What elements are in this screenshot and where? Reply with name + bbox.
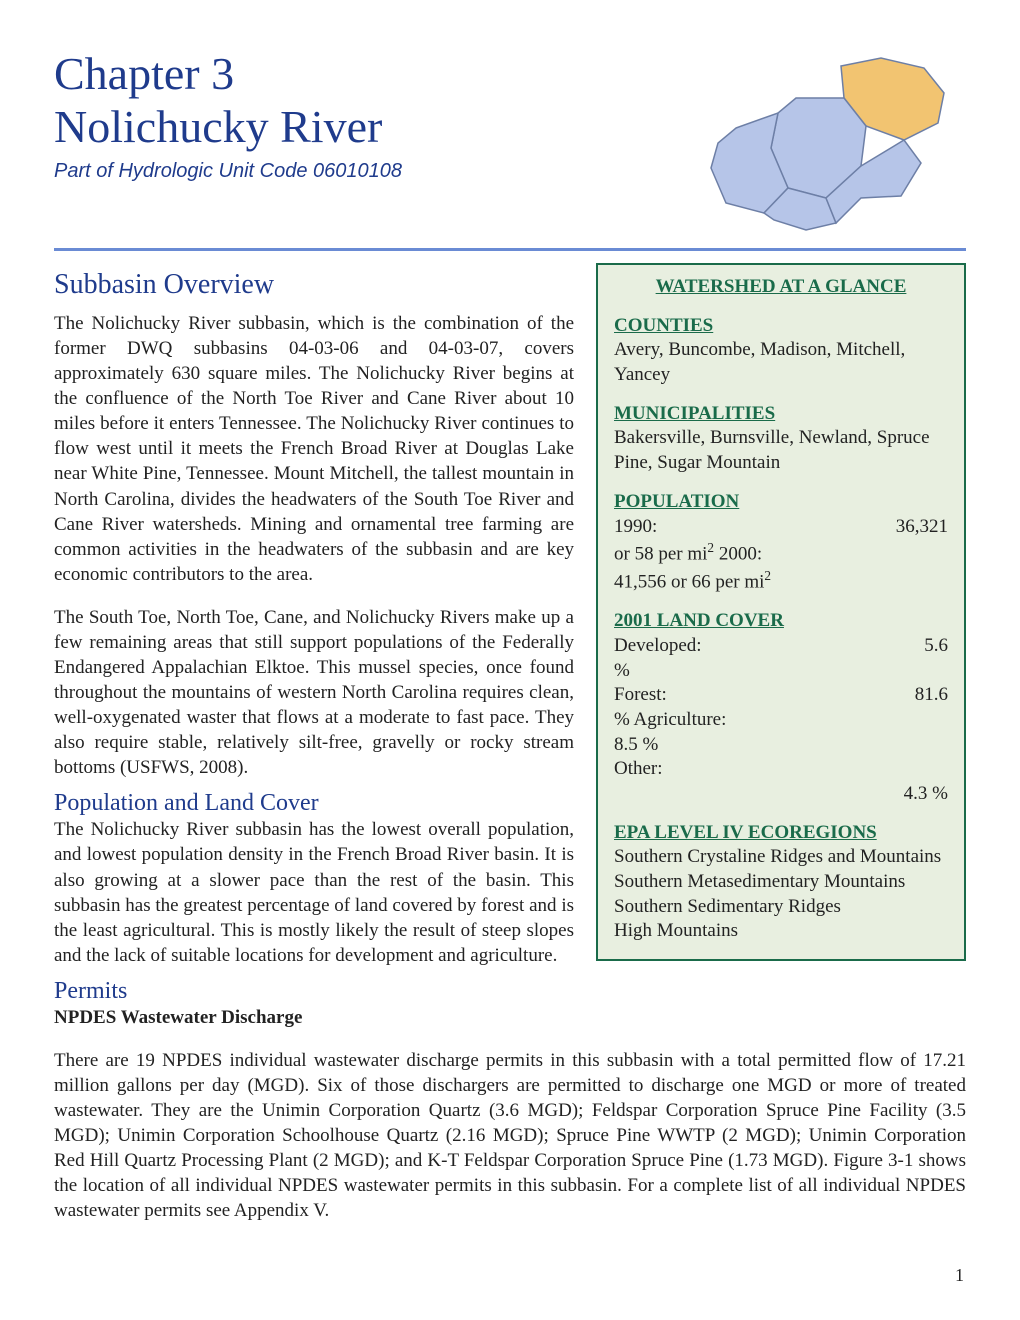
page-number: 1 xyxy=(955,1265,964,1286)
title-block: Chapter 3 Nolichucky River Part of Hydro… xyxy=(54,48,666,183)
left-column: Subbasin Overview The Nolichucky River s… xyxy=(54,263,574,1005)
eco-3: Southern Sedimentary Ridges xyxy=(614,895,948,920)
header-row: Chapter 3 Nolichucky River Part of Hydro… xyxy=(54,48,966,238)
lc-dev-row: Developed: 5.6 xyxy=(614,634,948,659)
right-column: WATERSHED AT A GLANCE COUNTIES Avery, Bu… xyxy=(596,263,966,961)
ecoregions-label: EPA LEVEL IV ECOREGIONS xyxy=(614,821,948,846)
population-label: POPULATION xyxy=(614,490,948,515)
landcover-label: 2001 LAND COVER xyxy=(614,609,948,634)
permits-title: Permits xyxy=(54,978,574,1005)
permits-subtitle: NPDES Wastewater Discharge xyxy=(54,1005,966,1030)
eco-4: High Mountains xyxy=(614,919,948,944)
pop-2000-text: 41,556 or 66 per mi xyxy=(614,572,764,593)
sup-2b: 2 xyxy=(764,568,771,583)
chapter-line-2: Nolichucky River xyxy=(54,101,666,154)
eco-1: Southern Crystaline Ridges and Mountains xyxy=(614,845,948,870)
chapter-line-1: Chapter 3 xyxy=(54,48,666,101)
municipalities-value: Bakersville, Burnsville, Newland, Spruce… xyxy=(614,426,948,475)
lc-forest-label: Forest: xyxy=(614,683,667,708)
eco-2: Southern Metasedimentary Mountains xyxy=(614,870,948,895)
lc-forest-val: 81.6 xyxy=(915,683,948,708)
watershed-info-box: WATERSHED AT A GLANCE COUNTIES Avery, Bu… xyxy=(596,263,966,961)
pop-density-1990: or 58 per mi2 2000: xyxy=(614,539,948,567)
lc-ag-line: % Agriculture: xyxy=(614,708,948,733)
population-paragraph: The Nolichucky River subbasin has the lo… xyxy=(54,817,574,967)
overview-paragraph-1: The Nolichucky River subbasin, which is … xyxy=(54,311,574,587)
map-svg xyxy=(666,48,966,238)
pop-density-1990-b: 2000: xyxy=(714,544,762,565)
infobox-title: WATERSHED AT A GLANCE xyxy=(614,275,948,300)
two-column-layout: Subbasin Overview The Nolichucky River s… xyxy=(54,263,966,1005)
pop-1990-label: 1990: xyxy=(614,515,657,540)
overview-paragraph-2: The South Toe, North Toe, Cane, and Noli… xyxy=(54,605,574,781)
lc-dev-val: 5.6 xyxy=(924,634,948,659)
lc-other-row: 4.3 % xyxy=(614,782,948,807)
lc-dev-label: Developed: xyxy=(614,634,702,659)
permits-paragraph: There are 19 NPDES individual wastewater… xyxy=(54,1048,966,1224)
counties-value: Avery, Buncombe, Madison, Mitchell, Yanc… xyxy=(614,338,948,387)
municipalities-label: MUNICIPALITIES xyxy=(614,402,948,427)
lc-other-val: 4.3 % xyxy=(904,782,948,807)
pop-2000-line: 41,556 or 66 per mi2 xyxy=(614,567,948,595)
chapter-subtitle: Part of Hydrologic Unit Code 06010108 xyxy=(54,160,666,183)
pop-density-1990-a: or 58 per mi xyxy=(614,544,707,565)
title-divider xyxy=(54,248,966,251)
population-1990-row: 1990: 36,321 xyxy=(614,515,948,540)
watershed-map xyxy=(666,48,966,238)
lc-ag-val: 8.5 % xyxy=(614,733,948,758)
overview-title: Subbasin Overview xyxy=(54,269,574,301)
counties-label: COUNTIES xyxy=(614,314,948,339)
population-title: Population and Land Cover xyxy=(54,790,574,817)
pop-1990-value: 36,321 xyxy=(896,515,948,540)
lc-forest-row: Forest: 81.6 xyxy=(614,683,948,708)
lc-other-label: Other: xyxy=(614,757,948,782)
lc-dev-unit: % xyxy=(614,659,948,684)
